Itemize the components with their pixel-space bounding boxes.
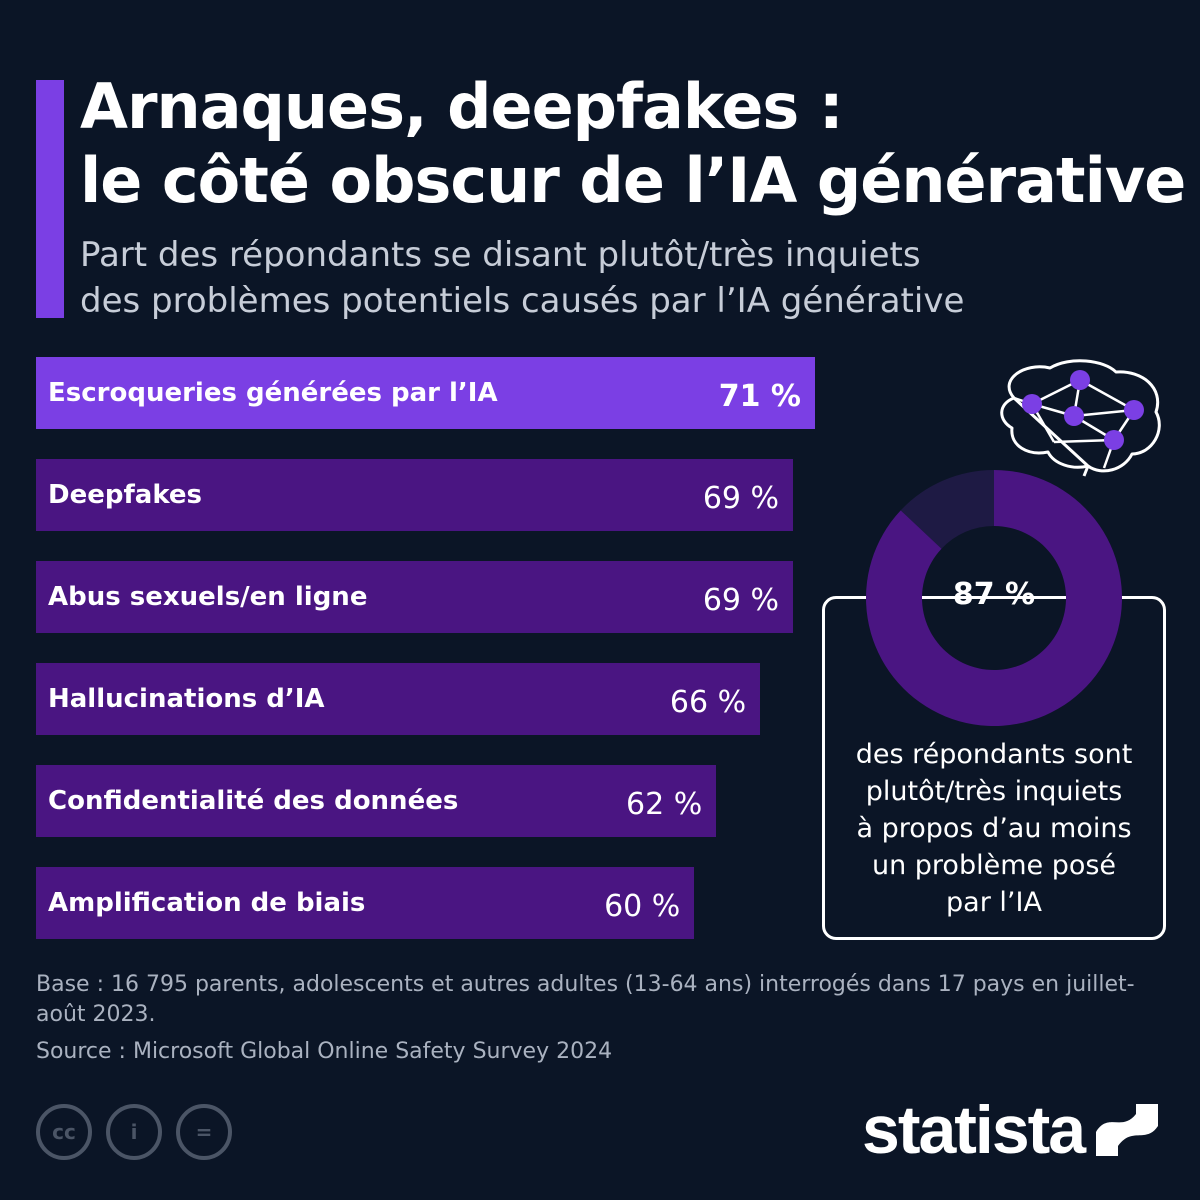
bar-category-label: Amplification de biais [48,888,366,918]
callout-text-line: par l’IA [946,887,1042,918]
donut-value-segment [866,470,1122,726]
title-line: le côté obscur de l’IA générative [80,144,1186,217]
bar-category-label: Confidentialité des données [48,786,459,816]
callout-text-line: un problème posé [871,850,1117,881]
bar-chart: Escroqueries générées par l’IA 71 % Deepfa… [36,357,836,957]
callout-text-line: plutôt/très inquiets [865,776,1123,807]
license-icons: cc i = [36,1104,232,1160]
chart-title: Arnaques, deepfakes : le côté obscur de … [80,70,1186,218]
callout-text-line: des répondants sont [855,739,1133,770]
callout-text: des répondants sont plutôt/très inquiets… [828,736,1160,921]
callout-box [822,596,1166,940]
bar-category-label: Hallucinations d’IA [48,684,325,714]
statista-wordmark: statista [862,1092,1086,1168]
callout-text-line: à propos d’au moins [856,813,1132,844]
bar-value-label: 69 % [702,583,780,618]
bar-value-label: 60 % [604,889,681,924]
bar: Escroqueries générées par l’IA 71 % [36,357,815,429]
bar-category-label: Abus sexuels/en ligne [48,582,368,612]
bar-value-label: 69 % [702,481,780,516]
chart-subtitle: Part des répondants se disant plutôt/trè… [80,232,1080,324]
base-note: Base : 16 795 parents, adolescents et au… [36,972,1135,1027]
bar-category-label: Deepfakes [48,480,203,510]
statista-logo[interactable]: statista [862,1090,1159,1170]
brain-network-icon [1000,359,1161,477]
title-line: Arnaques, deepfakes : [80,70,844,143]
statista-logo-icon [1096,1104,1159,1156]
bar: Amplification de biais 60 % [36,867,695,939]
bar: Confidentialité des données 62 % [36,765,717,837]
subtitle-line: des problèmes potentiels causés par l’IA… [80,281,965,321]
attribution-icon[interactable]: i [106,1104,162,1160]
donut-remaining-segment [900,470,994,549]
source-note: Source : Microsoft Global Online Safety … [36,1039,613,1064]
bar: Deepfakes 69 % [36,459,794,531]
no-derivatives-icon[interactable]: = [176,1104,232,1160]
bar-value-label: 66 % [669,685,747,720]
bar: Hallucinations d’IA 66 % [36,663,761,735]
donut-value-label: 87 % [952,577,1036,612]
bar-value-label: 62 % [626,787,703,822]
subtitle-line: Part des répondants se disant plutôt/trè… [80,235,921,275]
donut-chart [866,470,1122,726]
title-accent-bar [36,80,64,318]
cc-icon[interactable]: cc [36,1104,92,1160]
bar: Abus sexuels/en ligne 69 % [36,561,794,633]
bar-value-label: 71 % [718,379,801,414]
bar-category-label: Escroqueries générées par l’IA [48,378,498,408]
